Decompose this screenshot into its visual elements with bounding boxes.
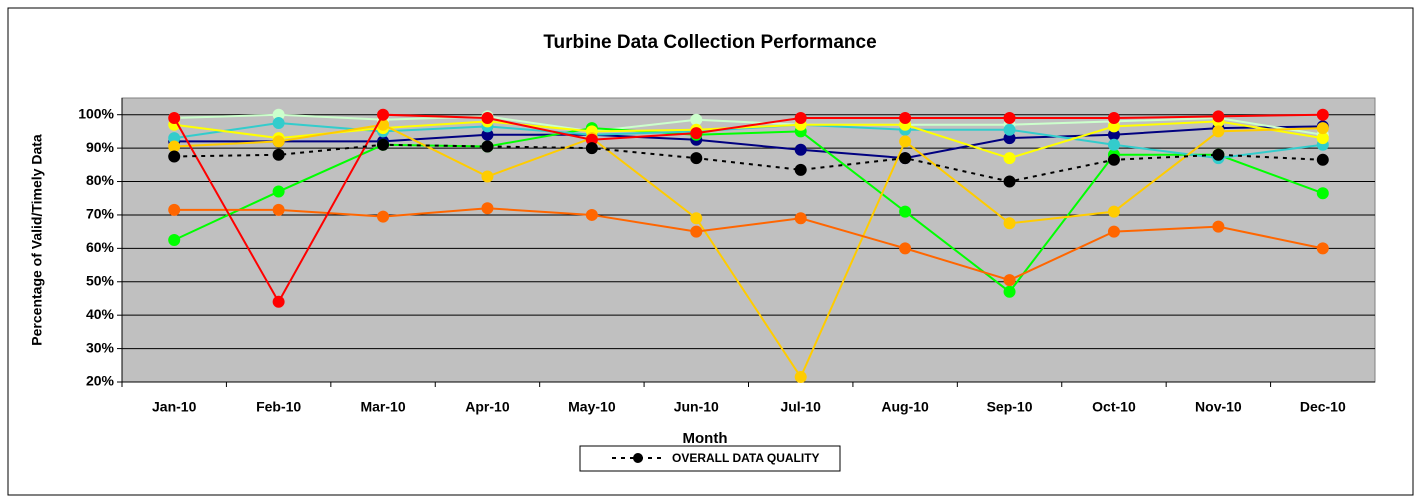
data-point bbox=[272, 185, 285, 198]
x-tick-label: Sep-10 bbox=[987, 399, 1033, 415]
y-tick-label: 100% bbox=[78, 105, 114, 121]
legend-marker bbox=[633, 453, 643, 463]
series-line bbox=[174, 113, 1323, 136]
data-point bbox=[1003, 112, 1016, 125]
series-line bbox=[174, 123, 1323, 380]
data-point bbox=[1003, 123, 1016, 136]
data-point bbox=[794, 370, 807, 383]
data-point bbox=[899, 205, 912, 218]
data-point bbox=[899, 135, 912, 148]
data-point bbox=[168, 203, 181, 216]
data-point bbox=[1316, 132, 1329, 145]
x-tick-label: Mar-10 bbox=[360, 399, 405, 415]
data-point bbox=[168, 112, 181, 125]
y-tick-label: 60% bbox=[86, 239, 115, 255]
series-line bbox=[174, 120, 1323, 160]
data-point bbox=[272, 203, 285, 216]
data-point bbox=[1107, 153, 1120, 166]
series-line bbox=[174, 207, 1323, 282]
data-point bbox=[690, 152, 703, 165]
data-point bbox=[794, 212, 807, 225]
data-point bbox=[377, 138, 390, 151]
x-tick-label: Nov-10 bbox=[1195, 399, 1242, 415]
data-point bbox=[168, 140, 181, 153]
data-point bbox=[272, 117, 285, 130]
y-axis-title: Percentage of Valid/Timely Data bbox=[29, 134, 45, 346]
data-point bbox=[1212, 110, 1225, 123]
data-point bbox=[272, 148, 285, 161]
data-point bbox=[1107, 225, 1120, 238]
data-point bbox=[1003, 152, 1016, 165]
data-point bbox=[690, 212, 703, 225]
data-point bbox=[1107, 138, 1120, 151]
data-point bbox=[794, 112, 807, 125]
y-tick-label: 70% bbox=[86, 206, 115, 222]
data-point bbox=[899, 112, 912, 125]
data-point bbox=[1316, 108, 1329, 121]
data-point bbox=[690, 113, 703, 126]
legend-box bbox=[579, 445, 841, 472]
data-point bbox=[1107, 112, 1120, 125]
data-point bbox=[1003, 274, 1016, 287]
data-point bbox=[481, 140, 494, 153]
x-tick-label: Dec-10 bbox=[1300, 399, 1346, 415]
data-point bbox=[481, 202, 494, 215]
data-point bbox=[168, 150, 181, 163]
y-tick-label: 20% bbox=[86, 373, 115, 389]
data-point bbox=[1316, 187, 1329, 200]
data-point bbox=[1003, 285, 1016, 298]
y-tick-label: 30% bbox=[86, 339, 115, 355]
data-point bbox=[1003, 175, 1016, 188]
data-point bbox=[585, 142, 598, 155]
data-point bbox=[481, 170, 494, 183]
data-point bbox=[272, 135, 285, 148]
x-axis-title: Month bbox=[683, 430, 728, 447]
data-point bbox=[1212, 148, 1225, 161]
legend-label: OVERALL DATA QUALITY bbox=[672, 451, 820, 465]
data-point bbox=[585, 208, 598, 221]
y-tick-label: 40% bbox=[86, 306, 115, 322]
series-line bbox=[174, 125, 1323, 160]
data-point bbox=[899, 242, 912, 255]
data-point bbox=[794, 163, 807, 176]
x-tick-label: Feb-10 bbox=[256, 399, 301, 415]
y-tick-label: 80% bbox=[86, 172, 115, 188]
x-tick-label: Jul-10 bbox=[780, 399, 821, 415]
data-point bbox=[1316, 242, 1329, 255]
data-point bbox=[1212, 125, 1225, 138]
series-line bbox=[173, 127, 1324, 294]
data-point bbox=[1107, 205, 1120, 218]
data-point bbox=[1003, 217, 1016, 230]
data-point bbox=[690, 127, 703, 140]
data-point bbox=[1212, 220, 1225, 233]
x-tick-label: Apr-10 bbox=[465, 399, 510, 415]
data-point bbox=[1316, 122, 1329, 135]
y-tick-label: 50% bbox=[86, 272, 115, 288]
y-tick-label: 90% bbox=[86, 139, 115, 155]
x-tick-label: Oct-10 bbox=[1092, 399, 1136, 415]
series-line bbox=[174, 143, 1323, 183]
data-point bbox=[794, 143, 807, 156]
data-point bbox=[690, 225, 703, 238]
x-tick-label: Jun-10 bbox=[674, 399, 719, 415]
data-point bbox=[272, 295, 285, 308]
data-point bbox=[481, 112, 494, 125]
x-tick-label: May-10 bbox=[568, 399, 616, 415]
data-point bbox=[899, 152, 912, 165]
x-tick-label: Aug-10 bbox=[881, 399, 929, 415]
x-tick-label: Jan-10 bbox=[152, 399, 197, 415]
chart-title: Turbine Data Collection Performance bbox=[543, 32, 876, 53]
data-point bbox=[168, 234, 181, 246]
data-point bbox=[377, 210, 390, 223]
data-point bbox=[1316, 153, 1329, 166]
data-point bbox=[377, 108, 390, 121]
